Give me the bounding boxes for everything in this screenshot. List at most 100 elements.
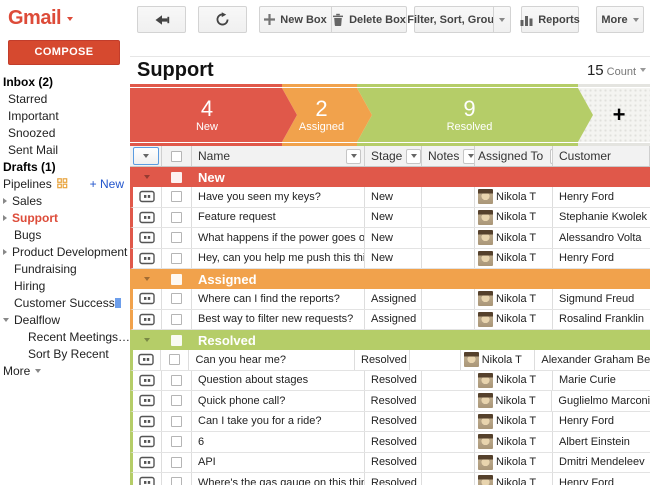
box-row[interactable]: 6 Resolved Nikola T Albert Einstein (130, 432, 650, 453)
group-checkbox[interactable] (171, 171, 182, 183)
stage-cell[interactable]: New (365, 207, 422, 227)
stage-cell[interactable]: Assigned (365, 309, 422, 329)
sidebar-item-snoozed[interactable]: Snoozed (0, 124, 130, 141)
assigned-cell[interactable]: Nikola T (475, 207, 553, 227)
sidebar-item-hiring[interactable]: Hiring (0, 277, 130, 294)
select-all-dropdown[interactable] (132, 147, 159, 165)
customer-cell[interactable]: Henry Ford (559, 476, 615, 485)
assigned-cell[interactable]: Nikola T (475, 228, 553, 248)
box-row[interactable]: API Resolved Nikola T Dmitri Mendeleev (130, 452, 650, 473)
group-header-new[interactable]: New (130, 167, 650, 187)
notes-cell[interactable] (422, 473, 475, 485)
sidebar-item-sent-mail[interactable]: Sent Mail (0, 141, 130, 158)
box-icon[interactable] (139, 313, 155, 326)
name-cell[interactable]: 6 (192, 432, 365, 452)
stage-cell[interactable]: Resolved (365, 370, 422, 390)
select-all-checkbox[interactable] (171, 150, 182, 162)
column-header-stage[interactable]: Stage (365, 146, 422, 166)
customer-cell[interactable]: Alessandro Volta (559, 231, 642, 244)
sidebar-item-more[interactable]: More (0, 362, 130, 379)
filter-sort-group-button[interactable]: Filter, Sort, Group (407, 6, 501, 33)
box-icon[interactable] (139, 231, 155, 244)
group-checkbox[interactable] (171, 273, 182, 285)
box-row[interactable]: Question about stages Resolved Nikola T Mar… (130, 370, 650, 391)
expand-arrow-icon[interactable] (3, 214, 7, 221)
box-icon[interactable] (139, 456, 155, 469)
stage-cell[interactable]: Resolved (365, 473, 422, 485)
box-icon[interactable] (139, 476, 155, 485)
sidebar-item-important[interactable]: Important (0, 107, 130, 124)
assigned-cell[interactable]: Nikola T (475, 452, 553, 472)
collapse-group-icon[interactable] (144, 338, 150, 342)
group-header-assigned[interactable]: Assigned (130, 269, 650, 289)
box-row[interactable]: Where's the gas gauge on this thing? Reso… (130, 473, 650, 485)
customer-cell[interactable]: Alexander Graham Bell (541, 353, 650, 366)
back-button[interactable] (137, 6, 186, 33)
box-row[interactable]: Feature request New Nikola T Stephanie Kwol… (130, 207, 650, 228)
row-checkbox[interactable] (171, 436, 182, 448)
sidebar-item-product-development[interactable]: Product Development (0, 243, 130, 260)
row-checkbox[interactable] (171, 477, 182, 485)
compose-button[interactable]: COMPOSE (8, 40, 120, 65)
delete-box-button[interactable]: Delete Box (331, 6, 407, 33)
notes-cell[interactable] (422, 187, 475, 207)
customer-cell[interactable]: Marie Curie (559, 374, 616, 387)
customer-cell[interactable]: Stephanie Kwolek (559, 211, 648, 224)
stage-cell[interactable]: Resolved (365, 411, 422, 431)
assigned-cell[interactable]: Nikola T (461, 350, 536, 370)
name-cell[interactable]: Hey, can you help me push this thing? (192, 248, 365, 268)
box-row[interactable]: Best way to filter new requests? Assigned… (130, 309, 650, 330)
assigned-cell[interactable]: Nikola T (475, 187, 553, 207)
collapse-group-icon[interactable] (144, 175, 150, 179)
stage-cell[interactable]: Resolved (365, 391, 422, 411)
sidebar-item-dealflow[interactable]: Dealflow (0, 311, 130, 328)
filter-dropdown-button[interactable] (493, 6, 511, 33)
collapse-arrow-icon[interactable] (3, 317, 9, 322)
new-pipeline-link[interactable]: + New (89, 176, 124, 191)
stage-chevron-new[interactable]: 4 New (130, 88, 297, 142)
sidebar-item-support[interactable]: Support (0, 209, 130, 226)
name-cell[interactable]: Where can I find the reports? (192, 289, 365, 309)
name-cell[interactable]: Quick phone call? (192, 391, 365, 411)
box-row[interactable]: Have you seen my keys? New Nikola T Henry F… (130, 187, 650, 208)
reports-button[interactable]: Reports (520, 6, 580, 33)
column-header-customer[interactable]: Customer (553, 146, 650, 166)
sidebar-item-customer-success[interactable]: Customer Success (0, 294, 130, 311)
notes-cell[interactable] (410, 350, 461, 370)
row-checkbox[interactable] (171, 211, 182, 223)
collapse-group-icon[interactable] (144, 277, 150, 281)
notes-cell[interactable] (422, 309, 475, 329)
box-icon[interactable] (139, 292, 155, 305)
name-cell[interactable]: API (192, 452, 365, 472)
stage-cell[interactable]: Resolved (355, 350, 410, 370)
row-checkbox[interactable] (171, 415, 182, 427)
column-header-assigned[interactable]: Assigned To (475, 146, 553, 166)
column-dropdown-button[interactable] (406, 148, 421, 164)
assigned-cell[interactable]: Nikola T (475, 309, 553, 329)
customer-cell[interactable]: Henry Ford (559, 415, 615, 428)
customer-cell[interactable]: Albert Einstein (559, 435, 630, 448)
assigned-cell[interactable]: Nikola T (475, 370, 553, 390)
row-checkbox[interactable] (171, 456, 182, 468)
row-checkbox[interactable] (171, 374, 182, 386)
name-cell[interactable]: Best way to filter new requests? (192, 309, 365, 329)
customer-cell[interactable]: Henry Ford (559, 252, 615, 265)
assigned-cell[interactable]: Nikola T (475, 248, 553, 268)
name-cell[interactable]: Feature request (192, 207, 365, 227)
notes-cell[interactable] (422, 391, 475, 411)
name-cell[interactable]: What happens if the power goes out? (192, 228, 365, 248)
box-row[interactable]: Quick phone call? Resolved Nikola T Gugliel… (130, 391, 650, 412)
customer-cell[interactable]: Dmitri Mendeleev (559, 456, 645, 469)
expand-arrow-icon[interactable] (3, 197, 7, 204)
box-icon[interactable] (139, 190, 155, 203)
assigned-cell[interactable]: Nikola T (475, 473, 553, 485)
stage-cell[interactable]: Resolved (365, 432, 422, 452)
notes-cell[interactable] (422, 228, 475, 248)
row-checkbox[interactable] (171, 191, 182, 203)
box-row[interactable]: Can you hear me? Resolved Nikola T Alexande… (130, 350, 650, 371)
more-button[interactable]: More (596, 6, 644, 33)
stage-cell[interactable]: Assigned (365, 289, 422, 309)
notes-cell[interactable] (422, 207, 475, 227)
notes-cell[interactable] (422, 452, 475, 472)
row-checkbox[interactable] (171, 252, 182, 264)
